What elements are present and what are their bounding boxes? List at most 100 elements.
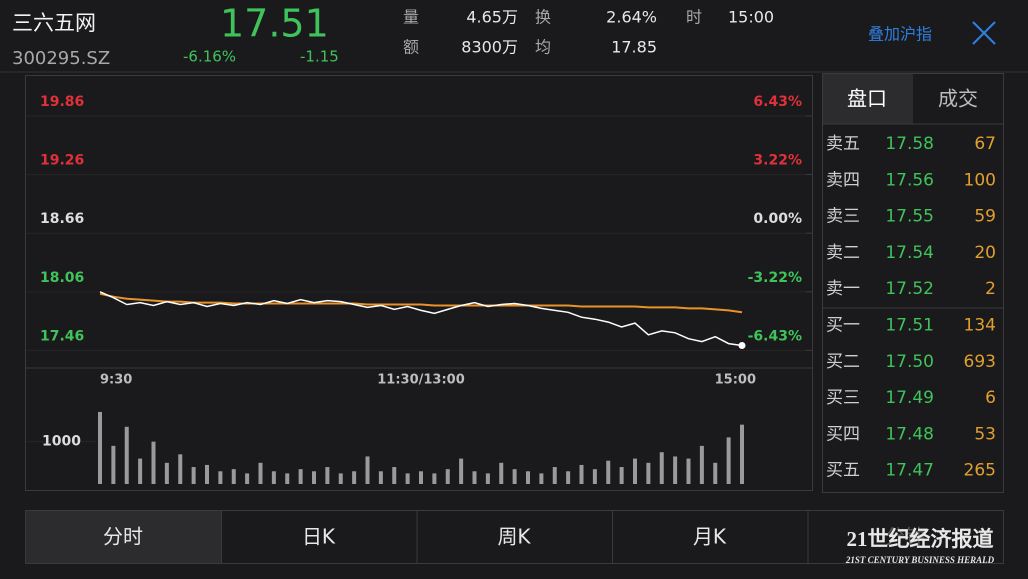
order-level: 买二 — [826, 352, 860, 372]
chart-frame — [25, 75, 813, 491]
volume-bar — [378, 471, 383, 484]
y-tick-label: 18.06 — [40, 270, 84, 286]
stat-label: 均 — [535, 38, 551, 57]
period-tab[interactable]: 分时 — [103, 525, 143, 549]
order-level: 卖二 — [826, 243, 860, 263]
volume-bar — [392, 467, 397, 484]
volume-bar — [659, 452, 664, 484]
volume-bar — [499, 462, 504, 484]
order-volume: 2 — [985, 279, 996, 299]
volume-bar — [619, 467, 624, 484]
y2-tick-label: 6.43% — [753, 94, 802, 110]
volume-bar — [218, 471, 223, 484]
order-level: 买三 — [826, 388, 860, 408]
order-book-tab[interactable]: 成交 — [938, 87, 978, 111]
overlay-button[interactable]: 叠加沪指 — [868, 25, 932, 44]
y2-tick-label: 3.22% — [753, 152, 802, 168]
y2-tick-label: -6.43% — [748, 328, 802, 344]
order-price: 17.51 — [885, 316, 934, 336]
volume-bar — [526, 471, 530, 484]
order-volume: 67 — [974, 134, 996, 154]
order-volume: 53 — [974, 424, 996, 444]
volume-bar — [646, 462, 651, 484]
volume-bar — [740, 424, 744, 484]
volume-bar — [485, 473, 490, 484]
volume-bar — [258, 462, 263, 484]
volume-bar — [432, 473, 437, 484]
close-button[interactable] — [972, 21, 996, 45]
volume-bar — [365, 456, 370, 484]
volume-bar — [178, 454, 183, 484]
stock-name: 三六五网 — [12, 11, 96, 35]
volume-bar — [271, 471, 276, 484]
order-volume: 134 — [964, 316, 996, 336]
order-price: 17.47 — [885, 461, 934, 481]
stat-label: 换 — [535, 8, 551, 27]
order-price: 17.55 — [885, 207, 934, 227]
period-tab[interactable]: 周K — [497, 525, 531, 549]
order-level: 卖三 — [826, 207, 860, 227]
volume-bar — [686, 458, 691, 484]
period-tab[interactable]: 日K — [302, 525, 336, 549]
volume-bar — [298, 469, 303, 484]
x-tick-label: 9:30 — [100, 373, 132, 388]
order-volume: 693 — [964, 352, 996, 372]
last-price: 17.51 — [220, 2, 329, 46]
stat-label: 量 — [403, 8, 419, 27]
period-tabs-frame — [25, 510, 1004, 564]
order-volume: 20 — [974, 243, 996, 263]
volume-bar — [539, 473, 544, 484]
volume-bar — [124, 426, 129, 484]
volume-bar — [673, 456, 678, 484]
volume-bar — [245, 473, 250, 484]
y-tick-label: 1000 — [42, 434, 81, 450]
volume-bar — [445, 469, 450, 484]
y-tick-label: 19.86 — [40, 94, 84, 110]
stat-label: 额 — [403, 38, 419, 57]
volume-bar — [566, 471, 571, 484]
y-tick-label: 17.46 — [40, 328, 84, 344]
period-tab[interactable]: 月K — [693, 525, 727, 549]
volume-bar — [111, 445, 116, 484]
volume-bar — [98, 411, 102, 484]
average-line — [99, 292, 743, 314]
volume-bar — [164, 462, 169, 484]
stat-label: 时 — [686, 8, 702, 27]
order-book-tab[interactable]: 盘口 — [847, 87, 887, 111]
order-level: 买四 — [826, 424, 860, 444]
watermark-subtitle: 21ST CENTURY BUSINESS HERALD — [845, 555, 995, 565]
volume-bar — [191, 467, 196, 484]
volume-bar — [205, 464, 209, 484]
order-level: 卖四 — [826, 170, 860, 190]
change-percent: -6.16% — [183, 48, 236, 66]
stat-value: 2.64% — [606, 8, 657, 27]
active-tab-bg — [823, 74, 913, 124]
volume-bar — [726, 437, 731, 484]
order-price: 17.58 — [885, 134, 934, 154]
period-tab[interactable]: 分钟 — [885, 525, 925, 549]
order-price: 17.50 — [885, 352, 934, 372]
stat-value: 17.85 — [611, 38, 657, 57]
order-volume: 265 — [964, 461, 996, 481]
y-tick-label: 19.26 — [40, 153, 84, 169]
order-price: 17.52 — [885, 279, 934, 299]
volume-bar — [138, 458, 143, 484]
volume-bar — [325, 467, 330, 484]
volume-bar — [592, 469, 597, 484]
volume-bar — [285, 473, 290, 484]
y-tick-label: 18.66 — [40, 211, 84, 227]
close-icon — [972, 21, 996, 45]
volume-bar — [512, 469, 517, 484]
order-price: 17.54 — [885, 243, 934, 263]
volume-bar — [459, 458, 464, 484]
watermark-title: 21世纪经济报道 — [847, 527, 994, 551]
stat-value: 8300万 — [461, 38, 518, 57]
x-tick-label: 11:30/13:00 — [377, 373, 465, 388]
order-level: 卖五 — [826, 134, 860, 154]
order-volume: 100 — [964, 170, 996, 190]
volume-bar — [579, 464, 584, 484]
stock-code: 300295.SZ — [12, 48, 110, 69]
